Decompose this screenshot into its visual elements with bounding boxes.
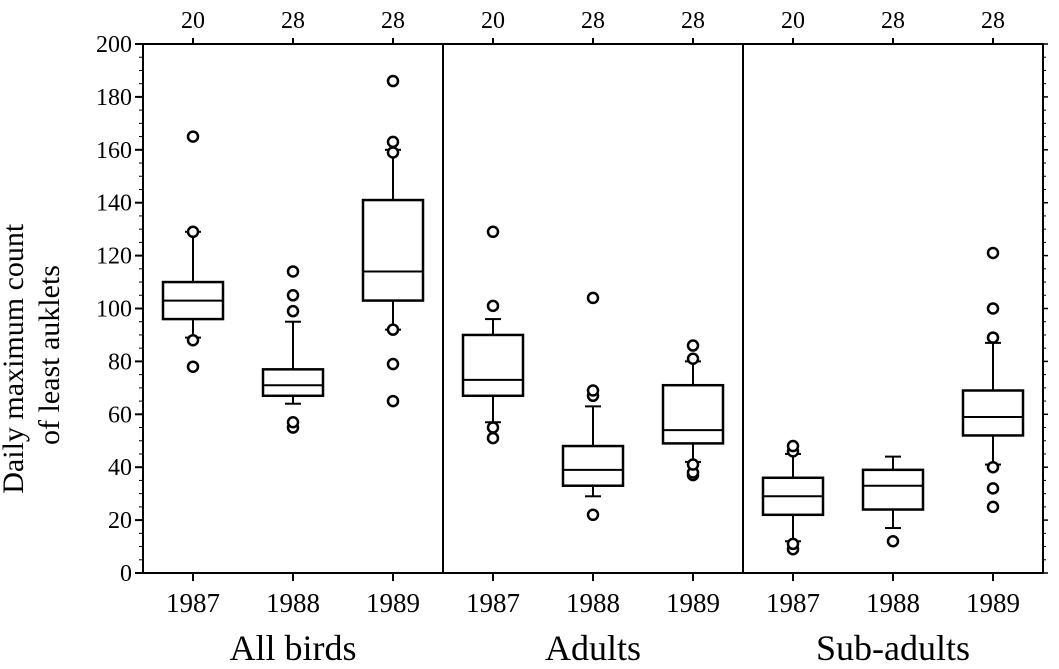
sample-size-label: 20 (781, 8, 805, 34)
outlier-point (386, 357, 400, 371)
outlier-point (486, 431, 500, 445)
outlier-point (686, 352, 700, 366)
outlier-point (286, 415, 300, 429)
outlier-point (986, 331, 1000, 344)
y-tick-label: 40 (108, 455, 132, 481)
box-group (161, 38, 225, 581)
outlier-point (186, 333, 200, 347)
outlier-point (186, 225, 200, 239)
box-group (761, 38, 825, 581)
sample-size-label: 20 (181, 8, 205, 34)
year-label: 1987 (166, 588, 220, 618)
outlier-point (386, 74, 400, 88)
outlier-point (986, 482, 1000, 495)
sample-size-label: 28 (381, 8, 405, 34)
y-axis-label-line-1: Daily maximum count (0, 223, 30, 494)
outlier-point (986, 460, 1000, 474)
box-group (961, 38, 1025, 581)
y-axis-label-line-2: of least auklets (33, 265, 66, 445)
box (361, 198, 425, 302)
outlier-point (686, 458, 700, 471)
box-group (561, 38, 625, 581)
y-tick-label: 0 (120, 561, 132, 587)
outlier-point (886, 535, 900, 548)
outlier-point (386, 323, 400, 336)
y-tick-label: 180 (96, 85, 132, 111)
y-tick-label: 160 (96, 138, 132, 164)
box (961, 389, 1025, 437)
year-label: 1987 (466, 588, 520, 618)
outlier-point (286, 289, 300, 302)
sample-size-label: 28 (881, 8, 905, 34)
box (661, 383, 725, 445)
panel-label: Adults (545, 628, 641, 668)
outlier-point (386, 394, 400, 408)
outlier-point (786, 537, 800, 551)
outlier-point (286, 304, 300, 318)
year-label: 1987 (766, 588, 820, 618)
y-tick-label: 20 (108, 508, 132, 534)
right-axis-ticks (1043, 43, 1048, 574)
box-group (861, 38, 925, 581)
y-axis: 0 20 40 60 80 100 120 140 160 180 200 (96, 32, 143, 587)
outlier-point (486, 225, 500, 239)
year-label: 1988 (566, 588, 620, 618)
y-tick-label: 200 (96, 32, 132, 58)
panel-group (461, 38, 725, 581)
year-label: 1989 (966, 588, 1020, 618)
y-tick-label: 100 (96, 297, 132, 323)
box-group (261, 38, 325, 581)
box (461, 333, 525, 398)
year-label: 1988 (866, 588, 920, 618)
outlier-point (586, 384, 600, 397)
sample-size-label: 28 (681, 8, 705, 34)
outlier-point (186, 360, 200, 373)
box (261, 368, 325, 398)
outlier-point (486, 421, 500, 434)
box-group (461, 38, 525, 581)
sample-size-label: 28 (281, 8, 305, 34)
year-label: 1988 (266, 588, 320, 618)
outlier-point (286, 265, 300, 278)
outlier-point (786, 439, 800, 453)
outlier-point (486, 299, 500, 313)
y-axis-label: Daily maximum count of least auklets (0, 216, 66, 493)
box (861, 468, 925, 511)
sample-size-label: 28 (581, 8, 605, 34)
panel-group (761, 38, 1025, 581)
y-tick-label: 60 (108, 402, 132, 428)
outlier-point (986, 500, 1000, 514)
outlier-point (386, 146, 400, 159)
box-groups (161, 38, 1025, 581)
box (561, 444, 625, 487)
year-label: 1989 (666, 588, 720, 618)
outlier-point (586, 508, 600, 522)
sample-size-label: 20 (481, 8, 505, 34)
sample-size-label: 28 (981, 8, 1005, 34)
panel-label: All birds (229, 628, 356, 668)
box-group (661, 38, 725, 581)
panel-label: Sub-adults (816, 628, 970, 668)
outlier-point (986, 246, 1000, 260)
outlier-point (186, 130, 200, 143)
y-tick-label: 120 (96, 244, 132, 270)
axis-labels: All birds 1987 20 1988 28 1989 28 Adults 1987 20 1… (166, 8, 1020, 668)
box-group (361, 38, 425, 581)
y-tick-label: 140 (96, 191, 132, 217)
outlier-point (386, 135, 400, 149)
outlier-point (686, 339, 700, 352)
outlier-point (986, 302, 1000, 315)
outlier-point (586, 291, 600, 305)
year-label: 1989 (366, 588, 420, 618)
panel-group (161, 38, 425, 581)
y-tick-label: 80 (108, 349, 132, 375)
